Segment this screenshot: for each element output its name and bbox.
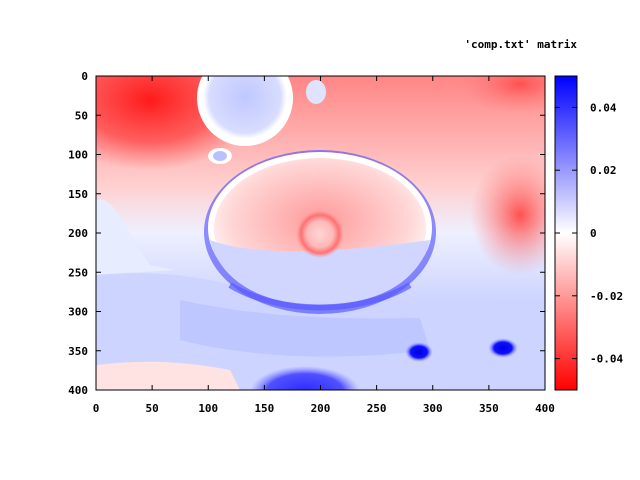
- colorbar-tick-label: 0.02: [590, 164, 617, 177]
- colorbar-tick-label: -0.02: [590, 290, 623, 303]
- colorbar-tick-label: 0: [590, 227, 597, 240]
- y-tick-label: 350: [68, 345, 88, 358]
- x-tick-label: 350: [479, 402, 499, 415]
- x-tick-label: 300: [423, 402, 443, 415]
- y-tick-label: 150: [68, 188, 88, 201]
- x-tick-label: 200: [311, 402, 331, 415]
- colorbar-tick-label: -0.04: [590, 353, 623, 366]
- y-tick-label: 300: [68, 306, 88, 319]
- y-tick-label: 50: [75, 109, 88, 122]
- y-axis: 0 50 100 150 200 250 300 350 400: [68, 70, 545, 397]
- x-tick-label: 250: [367, 402, 387, 415]
- x-tick-label: 100: [198, 402, 218, 415]
- colorbar-tick-label: 0.04: [590, 101, 617, 114]
- y-tick-label: 0: [81, 70, 88, 83]
- x-tick-label: 400: [535, 402, 555, 415]
- colorbar-axis: 0.04 0.02 0 -0.02 -0.04: [555, 101, 623, 366]
- chart-title: 'comp.txt' matrix: [464, 38, 577, 51]
- y-tick-label: 250: [68, 266, 88, 279]
- x-tick-label: 150: [254, 402, 274, 415]
- x-tick-label: 0: [93, 402, 100, 415]
- y-tick-label: 200: [68, 227, 88, 240]
- x-tick-label: 50: [146, 402, 159, 415]
- x-axis: 0 50 100 150 200 250 300 350 400: [93, 76, 555, 415]
- y-tick-label: 100: [68, 149, 88, 162]
- y-tick-label: 400: [68, 384, 88, 397]
- heatmap-image: [96, 76, 545, 390]
